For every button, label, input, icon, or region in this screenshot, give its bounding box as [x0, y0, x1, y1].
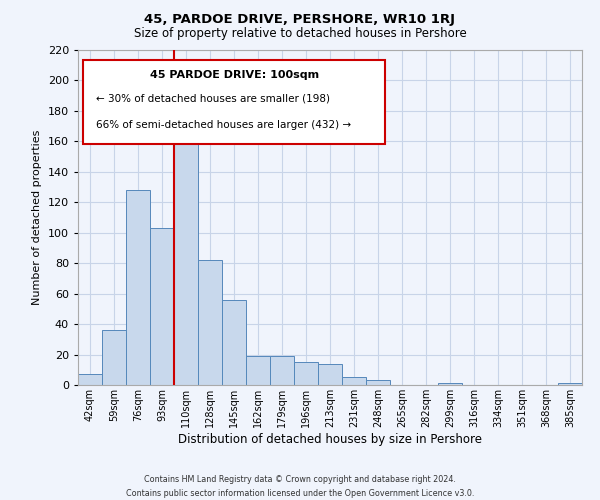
Y-axis label: Number of detached properties: Number of detached properties: [32, 130, 42, 305]
Bar: [126, 190, 150, 385]
FancyBboxPatch shape: [83, 60, 385, 144]
Bar: [102, 330, 126, 385]
Bar: [150, 228, 174, 385]
Bar: [174, 106, 198, 385]
Bar: [294, 362, 318, 385]
Text: 66% of semi-detached houses are larger (432) →: 66% of semi-detached houses are larger (…: [95, 120, 351, 130]
Bar: [342, 378, 366, 385]
Bar: [222, 300, 246, 385]
Text: Contains HM Land Registry data © Crown copyright and database right 2024.
Contai: Contains HM Land Registry data © Crown c…: [126, 476, 474, 498]
Bar: [366, 380, 390, 385]
Bar: [246, 356, 270, 385]
Text: ← 30% of detached houses are smaller (198): ← 30% of detached houses are smaller (19…: [95, 94, 329, 104]
Text: 45 PARDOE DRIVE: 100sqm: 45 PARDOE DRIVE: 100sqm: [149, 70, 319, 80]
Bar: [78, 374, 102, 385]
Text: Size of property relative to detached houses in Pershore: Size of property relative to detached ho…: [134, 28, 466, 40]
Text: 45, PARDOE DRIVE, PERSHORE, WR10 1RJ: 45, PARDOE DRIVE, PERSHORE, WR10 1RJ: [145, 12, 455, 26]
Bar: [198, 260, 222, 385]
Bar: [318, 364, 342, 385]
X-axis label: Distribution of detached houses by size in Pershore: Distribution of detached houses by size …: [178, 432, 482, 446]
Bar: [558, 384, 582, 385]
Bar: [270, 356, 294, 385]
Bar: [438, 384, 462, 385]
